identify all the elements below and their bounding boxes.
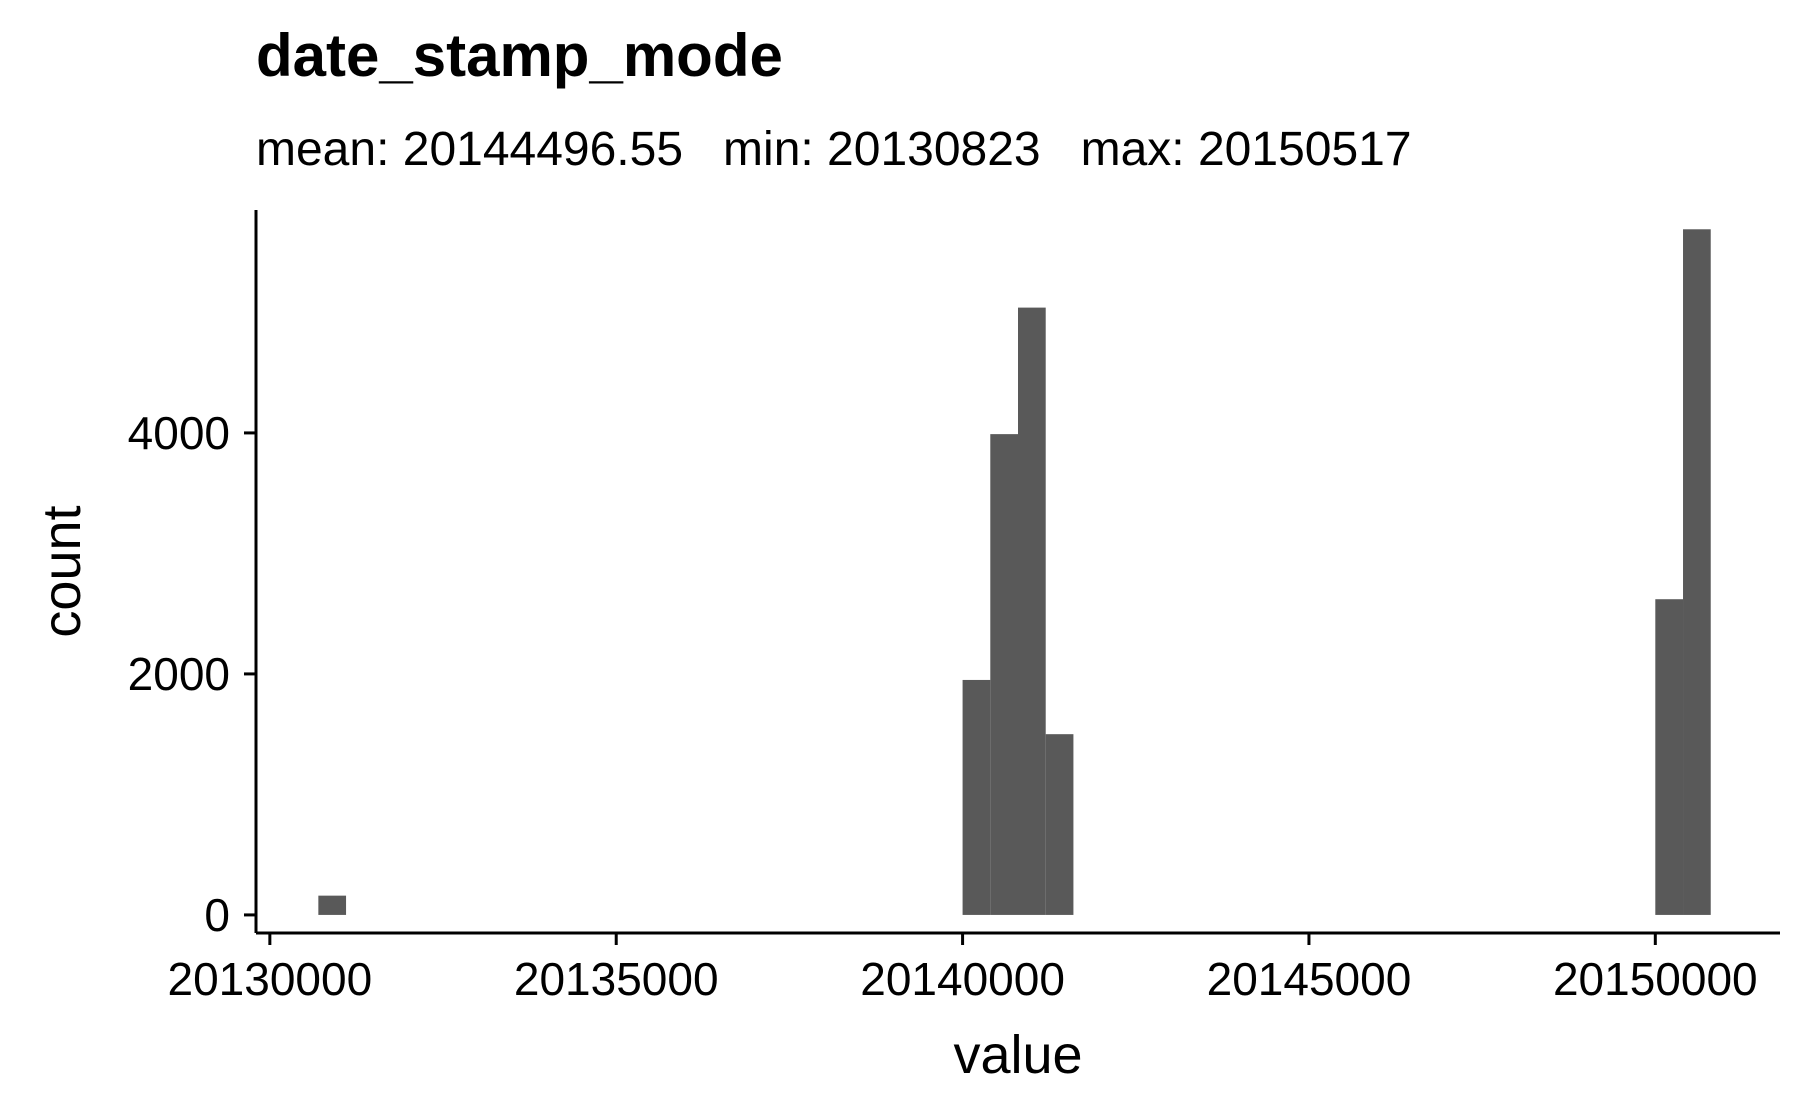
- chart-title: date_stamp_mode: [256, 22, 783, 89]
- x-tick-label: 20150000: [1553, 953, 1758, 1005]
- x-tick-label: 20140000: [860, 953, 1065, 1005]
- y-tick-label: 0: [204, 889, 230, 941]
- y-tick-label: 4000: [128, 407, 230, 459]
- bars-group: [318, 229, 1711, 915]
- y-axis-label: count: [32, 505, 92, 637]
- y-ticks-group: 0 2000 4000: [128, 407, 256, 941]
- x-tick-label: 20135000: [514, 953, 719, 1005]
- histogram-bar: [1018, 307, 1046, 915]
- x-axis-label: value: [953, 1025, 1082, 1085]
- x-tick-label: 20130000: [168, 953, 373, 1005]
- histogram-bar: [990, 434, 1018, 915]
- histogram-bar: [1683, 229, 1711, 915]
- histogram-bar: [1045, 734, 1074, 915]
- x-ticks-group: 20130000 20135000 20140000 20145000 20150000: [168, 933, 1758, 1005]
- y-tick-label: 2000: [128, 648, 230, 700]
- histogram-bar: [318, 895, 347, 915]
- histogram-bar: [962, 679, 991, 915]
- histogram-bar: [1655, 599, 1684, 915]
- x-tick-label: 20145000: [1207, 953, 1412, 1005]
- chart-subtitle: mean: 20144496.55 min: 20130823 max: 201…: [256, 123, 1412, 176]
